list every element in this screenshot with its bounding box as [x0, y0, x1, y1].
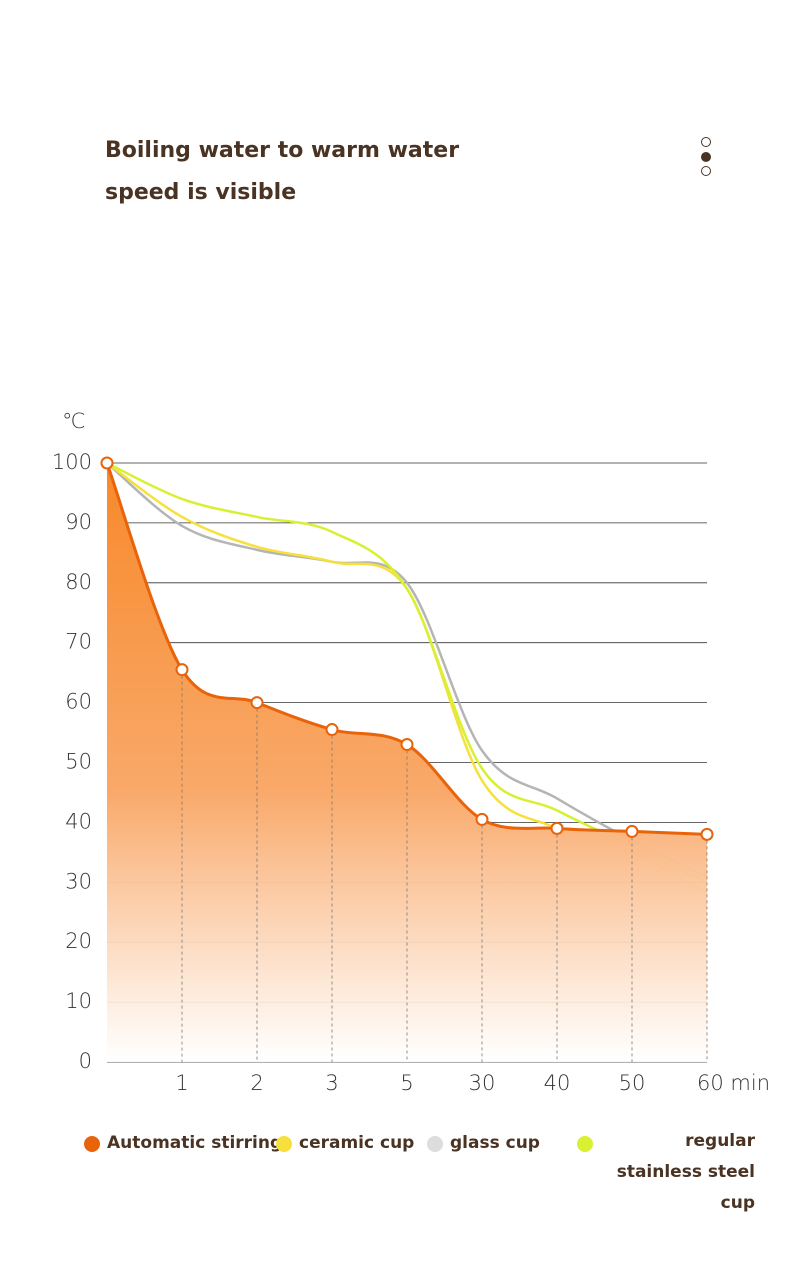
x-tick-label: 1	[175, 1071, 188, 1095]
page-dot[interactable]	[701, 137, 711, 147]
y-unit: ℃	[62, 409, 86, 433]
x-tick-label: 5	[400, 1071, 413, 1095]
title-line: speed is visible	[105, 180, 297, 205]
y-tick-label: 40	[65, 809, 92, 833]
legend-swatch	[276, 1136, 292, 1152]
legend-swatch	[577, 1136, 593, 1152]
point	[325, 723, 339, 737]
y-tick-label: 60	[65, 690, 92, 714]
legend-label: Automatic stirring	[107, 1133, 283, 1153]
series-line	[106, 462, 708, 878]
point	[700, 827, 714, 841]
point	[250, 696, 264, 710]
x-tick-label: 50	[619, 1071, 646, 1095]
point	[400, 738, 414, 752]
y-tick-label: 30	[65, 869, 92, 893]
point	[175, 663, 189, 677]
legend-swatch	[427, 1136, 443, 1152]
legend-item: ceramic cup	[276, 1133, 414, 1153]
area	[107, 463, 707, 1062]
point	[625, 824, 639, 838]
title-line: Boiling water to warm water	[105, 138, 460, 163]
y-tick-label: 80	[65, 570, 92, 594]
y-tick-label: 10	[65, 989, 92, 1013]
page-dot[interactable]	[701, 166, 711, 176]
y-tick-label: 100	[52, 450, 92, 474]
point	[475, 812, 489, 826]
page-dot[interactable]	[701, 152, 711, 162]
y-tick-label: 0	[79, 1049, 92, 1073]
legend-label: ceramic cup	[299, 1133, 415, 1153]
x-tick-label: 60 min	[697, 1071, 770, 1095]
point	[550, 821, 564, 835]
y-tick-label: 50	[65, 750, 92, 774]
x-tick-label: 40	[544, 1071, 571, 1095]
x-tick-label: 3	[325, 1071, 338, 1095]
x-tick-label: 30	[469, 1071, 496, 1095]
point	[100, 456, 114, 470]
legend-label: regular stainless steel cup	[616, 1131, 755, 1213]
legend-item: glass cup	[427, 1133, 540, 1153]
legend-item: Automatic stirring	[84, 1133, 282, 1153]
legend-label: glass cup	[450, 1133, 540, 1153]
y-tick-label: 90	[65, 510, 92, 534]
legend-item: regular stainless steel cup	[577, 1131, 755, 1219]
y-tick-label: 70	[65, 630, 92, 654]
x-tick-label: 2	[250, 1071, 263, 1095]
y-tick-label: 20	[65, 929, 92, 953]
legend-swatch	[84, 1136, 100, 1152]
